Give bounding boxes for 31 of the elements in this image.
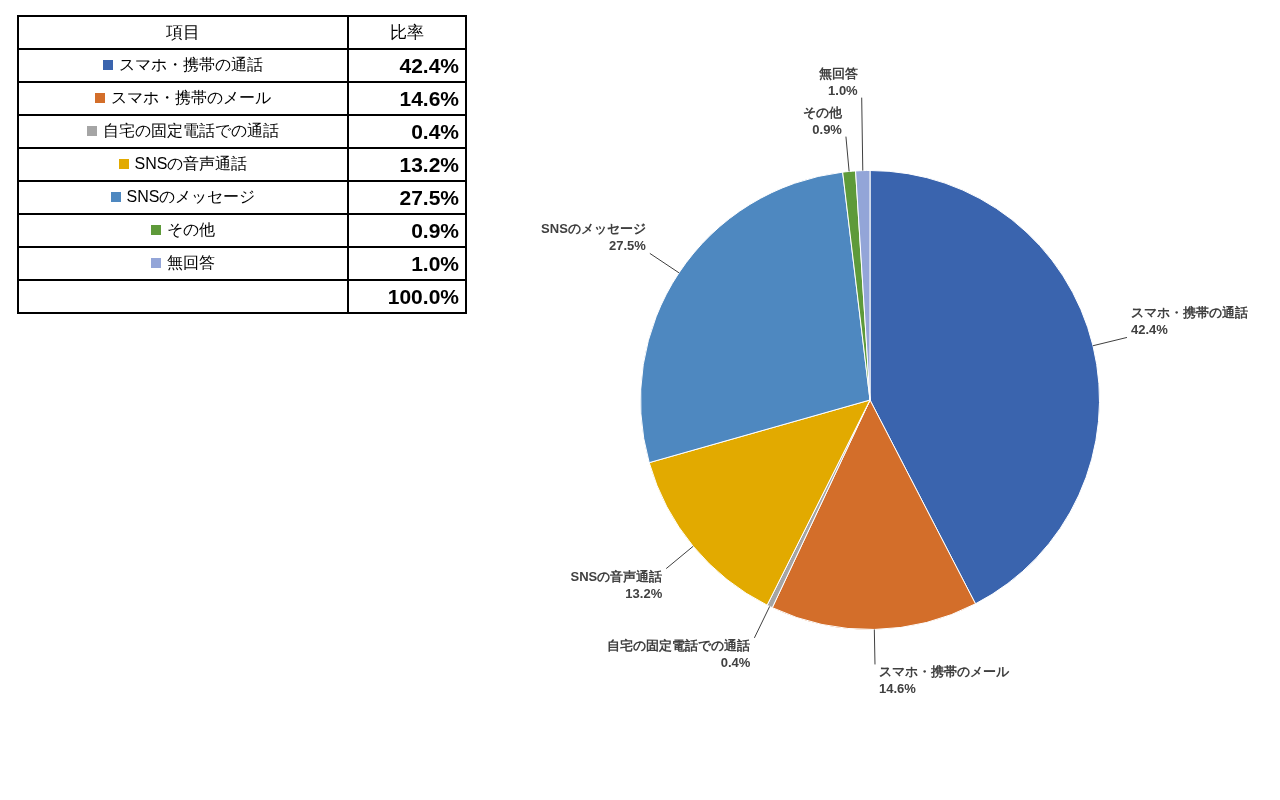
legend-label: スマホ・携帯のメール — [111, 89, 271, 106]
text: 項目 — [166, 23, 200, 42]
text: 100.0% — [387, 284, 459, 308]
text: 13.2% — [625, 585, 663, 601]
legend-label: スマホ・携帯の通話 — [119, 56, 263, 73]
data-label: 14.6% — [348, 82, 466, 115]
text: 比率 — [348, 16, 466, 49]
data-label: 42.4% — [1131, 322, 1169, 338]
slice-label: スマホ・携帯のメール — [878, 664, 1010, 680]
legend-label: SNSの音声通話 — [134, 155, 248, 172]
text: 42.4% — [399, 53, 459, 77]
data-label: 27.5% — [608, 238, 647, 254]
data-label: 1.0% — [828, 82, 859, 98]
data-label: 0.9% — [812, 121, 843, 137]
slice-label: その他 — [802, 104, 843, 120]
text: 1.0% — [411, 251, 459, 275]
data-label: 13.2% — [348, 148, 466, 181]
legend-label: 自宅の固定電話での通話 — [103, 122, 279, 139]
text: 0.4% — [720, 654, 751, 670]
slice-label: SNSのメッセージ — [541, 221, 646, 237]
legend-label: SNSのメッセージ — [126, 188, 256, 205]
legend-label: その他 — [167, 221, 215, 238]
slice-label: SNSの音声通話 — [570, 568, 663, 584]
text: 14.6% — [878, 681, 916, 697]
text: 0.9% — [411, 218, 459, 242]
text: 27.5% — [399, 185, 459, 209]
slice-label: 自宅の固定電話での通話 — [607, 637, 751, 653]
data-label: 0.4% — [348, 115, 466, 148]
legend-label: 無回答 — [167, 254, 215, 271]
slice-label: 無回答 — [817, 65, 858, 81]
slice-label: スマホ・携帯の通話 — [1131, 305, 1248, 321]
